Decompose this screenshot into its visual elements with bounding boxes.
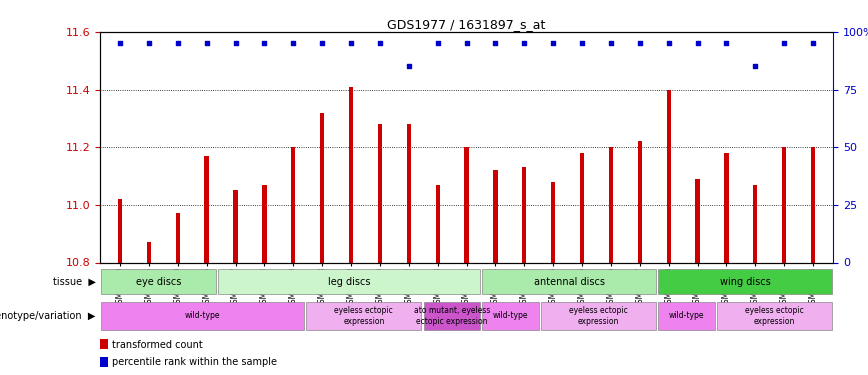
Bar (483, 270, 656, 294)
Bar (219, 270, 480, 294)
Bar (659, 302, 714, 330)
Bar (493, 170, 497, 262)
Text: leg discs: leg discs (328, 277, 371, 286)
Bar (551, 182, 556, 262)
Bar (695, 179, 700, 262)
Bar (118, 199, 122, 262)
Bar (541, 302, 656, 330)
Bar (262, 184, 266, 262)
Text: genotype/variation  ▶: genotype/variation ▶ (0, 311, 95, 321)
Point (748, 63, 762, 69)
Bar (717, 302, 832, 330)
Bar (175, 213, 180, 262)
Point (546, 40, 560, 46)
Point (720, 40, 733, 46)
Text: percentile rank within the sample: percentile rank within the sample (112, 357, 277, 368)
Bar (523, 167, 527, 262)
Point (575, 40, 589, 46)
Bar (580, 153, 584, 262)
Point (459, 40, 473, 46)
Bar (608, 147, 613, 262)
Bar (101, 270, 216, 294)
Point (344, 40, 358, 46)
Point (113, 40, 127, 46)
Point (373, 40, 387, 46)
Bar (320, 112, 325, 262)
Point (171, 40, 185, 46)
Text: eyeless ectopic
expression: eyeless ectopic expression (746, 306, 804, 326)
Text: eye discs: eye discs (135, 277, 181, 286)
Bar (406, 124, 411, 262)
Bar (205, 156, 209, 262)
Point (777, 40, 791, 46)
Text: wild-type: wild-type (493, 311, 529, 320)
Text: wild-type: wild-type (185, 311, 220, 320)
Point (431, 40, 444, 46)
Bar (101, 302, 304, 330)
Point (228, 40, 242, 46)
Point (200, 40, 214, 46)
Text: transformed count: transformed count (112, 339, 202, 350)
Point (402, 63, 416, 69)
Point (691, 40, 705, 46)
Point (604, 40, 618, 46)
Bar (753, 184, 758, 262)
Text: eyeless ectopic
expression: eyeless ectopic expression (569, 306, 628, 326)
Text: eyeless ectopic
expression: eyeless ectopic expression (334, 306, 393, 326)
Text: wild-type: wild-type (669, 311, 704, 320)
Point (633, 40, 647, 46)
Bar (724, 153, 728, 262)
Text: antennal discs: antennal discs (534, 277, 605, 286)
Bar (436, 184, 440, 262)
Point (286, 40, 300, 46)
Bar (811, 147, 815, 262)
Bar (667, 90, 671, 262)
Text: ato mutant, eyeless
ectopic expression: ato mutant, eyeless ectopic expression (414, 306, 490, 326)
Bar (306, 302, 421, 330)
Point (806, 40, 820, 46)
Bar (349, 87, 353, 262)
Text: tissue  ▶: tissue ▶ (53, 277, 95, 286)
Bar (291, 147, 295, 262)
Point (517, 40, 531, 46)
Point (258, 40, 272, 46)
Bar (464, 147, 469, 262)
Point (315, 40, 329, 46)
Bar (638, 141, 642, 262)
Point (661, 40, 675, 46)
Bar (378, 124, 382, 262)
Bar (147, 242, 151, 262)
Point (142, 40, 156, 46)
Bar (424, 302, 480, 330)
Bar (483, 302, 539, 330)
Bar (659, 270, 832, 294)
Bar (100, 339, 108, 349)
Bar (782, 147, 786, 262)
Title: GDS1977 / 1631897_s_at: GDS1977 / 1631897_s_at (387, 18, 546, 31)
Point (489, 40, 503, 46)
Text: wing discs: wing discs (720, 277, 771, 286)
Bar (233, 190, 238, 262)
Bar (100, 357, 108, 367)
